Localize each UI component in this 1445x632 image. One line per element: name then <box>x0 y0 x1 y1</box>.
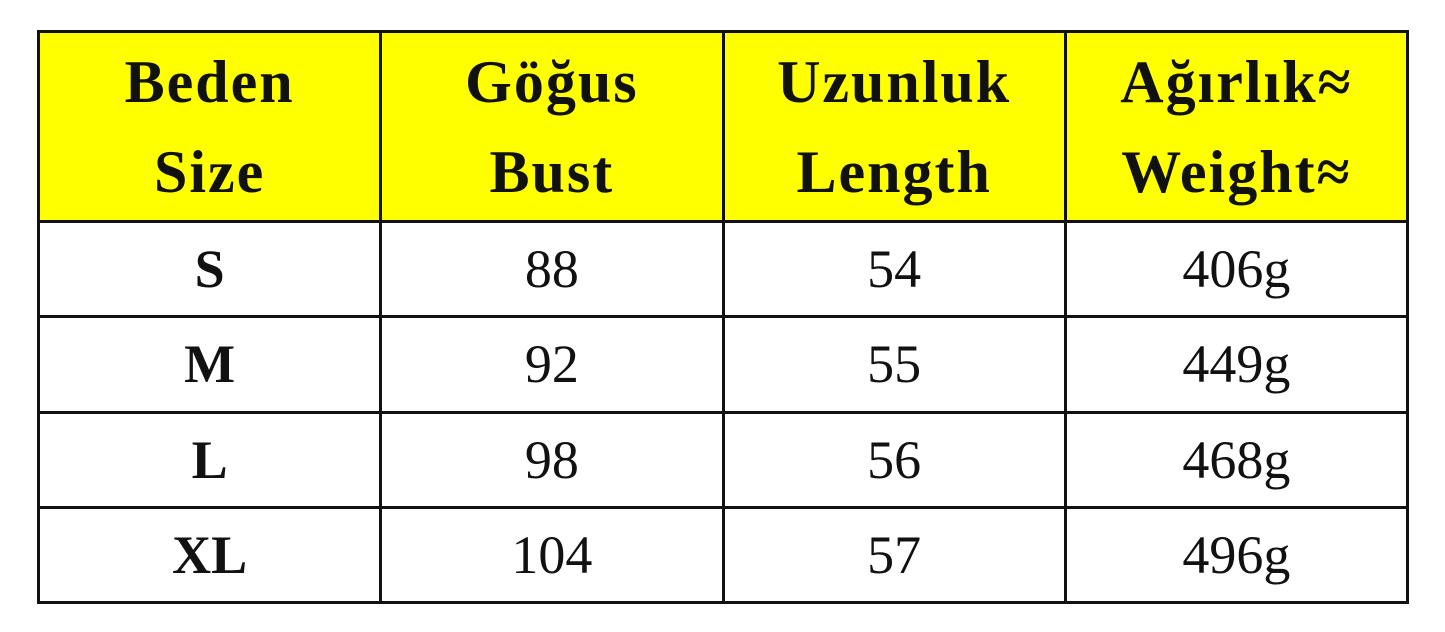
size-cell: XL <box>36 505 383 605</box>
header-label-en: Length <box>796 138 992 205</box>
bust-cell: 92 <box>379 315 725 414</box>
table-row: S 88 54 406g <box>36 219 1410 319</box>
bust-cell: 104 <box>379 505 725 605</box>
header-length: Uzunluk Length <box>721 30 1067 223</box>
length-cell: 55 <box>721 315 1067 414</box>
header-label-en: Weight≈ <box>1121 138 1352 205</box>
weight-cell: 468g <box>1063 410 1410 509</box>
header-weight: Ağırlık≈ Weight≈ <box>1063 30 1410 223</box>
header-row: Beden Size Göğus Bust Uzunluk Length Ağırlı… <box>36 30 1410 223</box>
size-chart-table: Beden Size Göğus Bust Uzunluk Length Ağırlı… <box>36 30 1410 605</box>
bust-cell: 98 <box>379 410 725 509</box>
header-label-tr: Beden <box>124 48 295 115</box>
table-row: L 98 56 468g <box>36 410 1410 509</box>
length-cell: 57 <box>721 505 1067 605</box>
header-label-tr: Göğus <box>465 48 639 115</box>
table-row: XL 104 57 496g <box>36 505 1410 605</box>
weight-cell: 449g <box>1063 315 1410 414</box>
length-cell: 54 <box>721 219 1067 319</box>
size-cell: S <box>36 219 383 319</box>
weight-cell: 496g <box>1063 505 1410 605</box>
table-row: M 92 55 449g <box>36 315 1410 414</box>
header-label-en: Bust <box>489 138 615 205</box>
size-cell: M <box>36 315 383 414</box>
weight-cell: 406g <box>1063 219 1410 319</box>
header-label-tr: Ağırlık≈ <box>1120 48 1353 115</box>
header-size: Beden Size <box>36 30 383 223</box>
header-label-en: Size <box>153 138 266 205</box>
header-label-tr: Uzunluk <box>777 48 1012 115</box>
size-cell: L <box>36 410 383 509</box>
header-bust: Göğus Bust <box>379 30 725 223</box>
length-cell: 56 <box>721 410 1067 509</box>
bust-cell: 88 <box>379 219 725 319</box>
